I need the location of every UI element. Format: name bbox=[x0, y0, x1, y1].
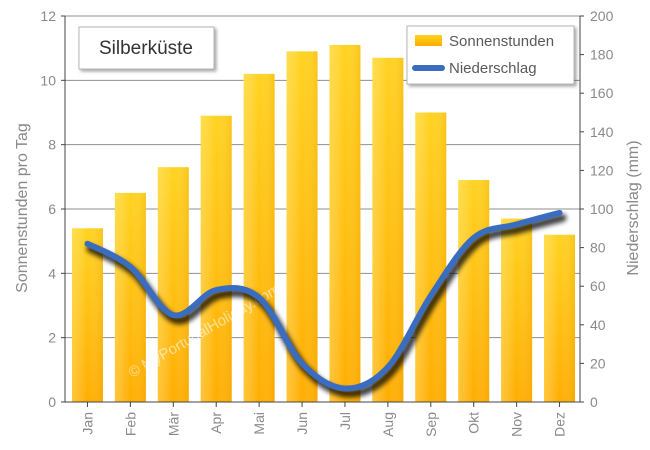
bar-sheen bbox=[415, 112, 447, 402]
legend-swatch-bar bbox=[415, 35, 442, 46]
x-tick-label-Nov: Nov bbox=[509, 412, 525, 437]
x-tick-label-Sep: Sep bbox=[423, 412, 439, 437]
right-tick-label: 120 bbox=[590, 162, 614, 178]
title-box-frame bbox=[78, 26, 215, 70]
left-tick-label: 10 bbox=[40, 72, 56, 88]
x-tick-label-Okt: Okt bbox=[466, 412, 482, 434]
right-tick-label: 0 bbox=[590, 394, 598, 410]
line-series bbox=[84, 209, 567, 398]
bar-sheen bbox=[157, 167, 189, 402]
line-shadow bbox=[86, 213, 567, 398]
left-tick-label: 2 bbox=[48, 330, 56, 346]
left-axis-ticks: 0 2 4 6 8 10 12 bbox=[40, 8, 65, 410]
x-axis-ticks: Jan Feb Mär Apr Mai Jun Jul Aug Sep Okt Nov Dez bbox=[79, 402, 568, 437]
bar-sheen bbox=[114, 192, 146, 402]
x-tick-label-Feb: Feb bbox=[122, 412, 138, 436]
left-axis-title: Sonnenstunden pro Tag bbox=[14, 123, 31, 293]
right-tick-label: 40 bbox=[590, 317, 606, 333]
right-tick-label: 80 bbox=[590, 240, 606, 256]
x-tick-label-Mär: Mär bbox=[165, 412, 181, 436]
right-tick-label: 180 bbox=[590, 47, 614, 63]
right-axis-title: Niederschlag (mm) bbox=[625, 140, 642, 275]
bar-sheen bbox=[372, 57, 404, 403]
bar-sheen bbox=[544, 234, 576, 402]
grid-lines bbox=[65, 15, 580, 339]
x-tick-label-Dez: Dez bbox=[552, 412, 568, 437]
left-tick-label: 0 bbox=[48, 394, 56, 410]
right-axis-ticks: 0 20 40 60 80 100 120 140 160 180 200 bbox=[580, 8, 614, 410]
left-tick-label: 6 bbox=[48, 201, 56, 217]
left-tick-label: 4 bbox=[48, 265, 56, 281]
bar-sheen bbox=[243, 73, 275, 403]
legend-label-line: Niederschlag bbox=[449, 60, 537, 77]
right-tick-label: 160 bbox=[590, 85, 614, 101]
right-tick-label: 200 bbox=[590, 8, 614, 24]
right-tick-label: 100 bbox=[590, 201, 614, 217]
title-box: Silberküste bbox=[78, 26, 215, 70]
x-tick-label-Aug: Aug bbox=[380, 412, 396, 437]
right-tick-label: 140 bbox=[590, 124, 614, 140]
legend-label-bar: Sonnenstunden bbox=[449, 33, 554, 50]
bar-sheen bbox=[458, 180, 490, 402]
x-tick-label-Apr: Apr bbox=[208, 412, 224, 434]
x-tick-label-Jan: Jan bbox=[79, 412, 95, 435]
x-tick-label-Mai: Mai bbox=[251, 412, 267, 435]
bar-sheen bbox=[501, 218, 533, 402]
bar-sheen bbox=[200, 115, 232, 402]
right-tick-label: 60 bbox=[590, 278, 606, 294]
x-tick-label-Jul: Jul bbox=[337, 412, 353, 430]
left-tick-label: 12 bbox=[40, 8, 56, 24]
bar-sheen bbox=[329, 44, 361, 402]
legend: Sonnenstunden Niederschlag bbox=[406, 25, 575, 85]
chart-title: Silberküste bbox=[99, 38, 193, 59]
bar-sheen bbox=[71, 228, 103, 402]
x-tick-label-Jun: Jun bbox=[294, 412, 310, 435]
bar-series bbox=[71, 44, 576, 403]
right-tick-label: 20 bbox=[590, 355, 606, 371]
left-tick-label: 8 bbox=[48, 137, 56, 153]
